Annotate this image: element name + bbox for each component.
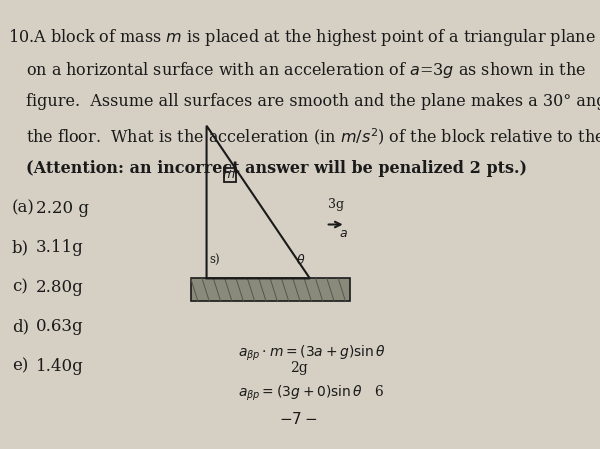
Text: 1.40g: 1.40g [36, 358, 83, 375]
Text: (Attention: an incorrect answer will be penalized 2 pts.): (Attention: an incorrect answer will be … [26, 160, 527, 177]
Text: $-7-$: $-7-$ [278, 411, 317, 427]
Text: 2.80g: 2.80g [36, 279, 83, 296]
Text: 2g: 2g [290, 361, 308, 375]
Text: the floor.  What is the acceleration (in $m/s^2$) of the block relative to the p: the floor. What is the acceleration (in … [26, 127, 600, 150]
Text: e): e) [12, 358, 28, 375]
Text: c): c) [12, 279, 28, 296]
Text: $a$: $a$ [339, 227, 348, 240]
Text: b): b) [12, 239, 29, 256]
Text: on a horizontal surface with an acceleration of $a$=3$g$ as shown in the: on a horizontal surface with an accelera… [26, 60, 586, 80]
Text: d): d) [12, 318, 29, 335]
Text: (a): (a) [12, 200, 35, 217]
Text: 0.63g: 0.63g [36, 318, 83, 335]
Text: $a_{\beta p} = (3g+0)\sin\theta$   6: $a_{\beta p} = (3g+0)\sin\theta$ 6 [238, 384, 385, 403]
Text: 3g: 3g [328, 198, 344, 211]
Text: $\theta$: $\theta$ [296, 253, 305, 267]
Text: 3.11g: 3.11g [36, 239, 83, 256]
Polygon shape [191, 278, 350, 301]
Text: 2.20 g: 2.20 g [36, 200, 89, 217]
Text: 10.A block of mass $m$ is placed at the highest point of a triangular plane movi: 10.A block of mass $m$ is placed at the … [8, 27, 600, 48]
Text: $a_{\beta p}\cdot m = (3a+g)\sin\theta$: $a_{\beta p}\cdot m = (3a+g)\sin\theta$ [238, 343, 386, 363]
Text: s): s) [209, 254, 220, 267]
Text: figure.  Assume all surfaces are smooth and the plane makes a 30° angle with: figure. Assume all surfaces are smooth a… [26, 93, 600, 110]
Text: $m$: $m$ [222, 168, 235, 180]
